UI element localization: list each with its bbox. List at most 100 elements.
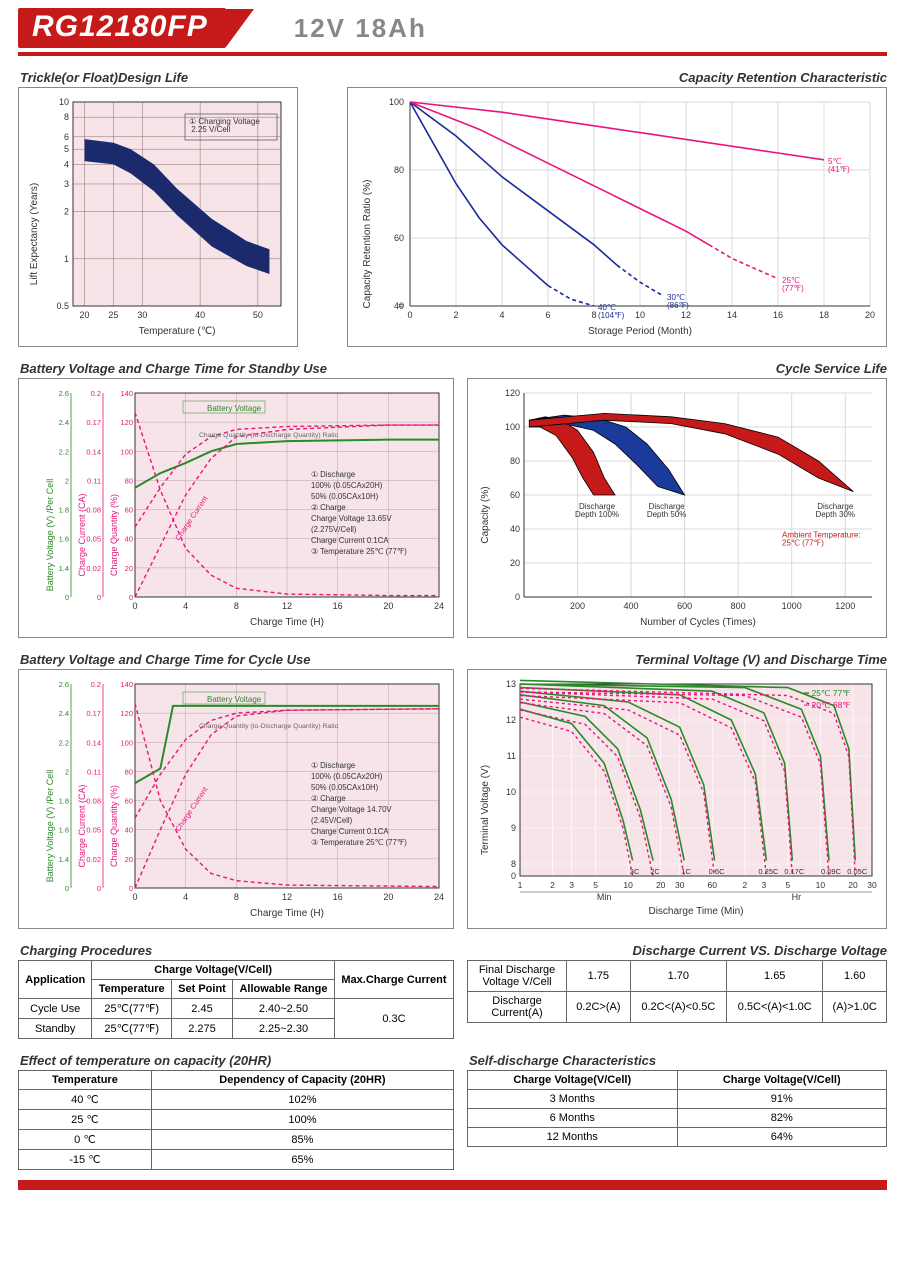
- svg-text:11: 11: [507, 751, 516, 761]
- self-table: Charge Voltage(V/Cell)Charge Voltage(V/C…: [467, 1070, 887, 1147]
- svg-text:100: 100: [505, 422, 520, 432]
- svg-text:600: 600: [677, 601, 692, 611]
- trickle-panel: 20253040500.5123456810① Charging Voltage…: [18, 87, 298, 347]
- header: RG12180FP 12V 18Ah: [18, 8, 887, 48]
- svg-text:60: 60: [125, 506, 133, 515]
- svg-text:0: 0: [97, 884, 101, 893]
- svg-text:0.02: 0.02: [86, 564, 101, 573]
- svg-text:1.4: 1.4: [59, 855, 69, 864]
- svg-text:24: 24: [434, 892, 444, 902]
- cycle-panel: 020406080100120140Charge Quantity (%)00.…: [18, 669, 454, 929]
- svg-text:② Charge: ② Charge: [311, 794, 346, 803]
- svg-text:Charge Quantity (to-Discharge: Charge Quantity (to-Discharge Quantity) …: [199, 432, 339, 439]
- dcdv-table: Final Discharge Voltage V/Cell1.751.701.…: [467, 960, 887, 1023]
- retention-title: Capacity Retention Characteristic: [349, 70, 887, 85]
- svg-text:Storage Period (Month): Storage Period (Month): [588, 326, 692, 337]
- svg-text:14: 14: [727, 310, 737, 320]
- svg-text:4: 4: [183, 892, 188, 902]
- svg-text:Charge Time (H): Charge Time (H): [250, 908, 324, 919]
- svg-text:8: 8: [234, 601, 239, 611]
- svg-text:0.05: 0.05: [86, 826, 101, 835]
- svg-text:20: 20: [848, 880, 858, 890]
- svg-text:Discharge Time (Min): Discharge Time (Min): [648, 906, 743, 917]
- svg-text:50: 50: [253, 310, 263, 320]
- svg-text:1000: 1000: [782, 601, 802, 611]
- svg-text:1.6: 1.6: [59, 826, 69, 835]
- svg-text:① Discharge: ① Discharge: [311, 761, 355, 770]
- svg-text:9: 9: [511, 823, 516, 833]
- svg-text:10: 10: [816, 880, 826, 890]
- svg-text:120: 120: [120, 709, 133, 718]
- svg-text:4: 4: [64, 159, 69, 169]
- temp-table: TemperatureDependency of Capacity (20HR)…: [18, 1070, 454, 1170]
- svg-text:13: 13: [506, 679, 516, 689]
- svg-text:120: 120: [505, 388, 520, 398]
- svg-text:2.4: 2.4: [59, 418, 69, 427]
- svg-text:Capacity (%): Capacity (%): [480, 486, 491, 543]
- svg-text:2: 2: [550, 880, 555, 890]
- svg-text:Battery Voltage (V) /Per Cell: Battery Voltage (V) /Per Cell: [45, 479, 55, 592]
- svg-text:Charge Current 0.1CA: Charge Current 0.1CA: [311, 827, 389, 836]
- svg-text:100: 100: [389, 97, 404, 107]
- svg-text:0.11: 0.11: [87, 767, 101, 776]
- svg-text:3: 3: [64, 179, 69, 189]
- svg-text:1.8: 1.8: [59, 506, 69, 515]
- temp-title: Effect of temperature on capacity (20HR): [20, 1053, 454, 1068]
- svg-text:8: 8: [511, 859, 516, 869]
- svg-text:50% (0.05CAx10H): 50% (0.05CAx10H): [311, 783, 379, 792]
- svg-text:0: 0: [132, 601, 137, 611]
- svg-text:40: 40: [125, 535, 133, 544]
- svg-text:1.4: 1.4: [59, 564, 69, 573]
- footer-bar: [18, 1180, 887, 1190]
- svg-text:Hr: Hr: [792, 892, 802, 902]
- svg-text:DischargeDepth 100%: DischargeDepth 100%: [575, 502, 619, 519]
- trickle-title: Trickle(or Float)Design Life: [20, 70, 318, 85]
- svg-text:Battery Voltage: Battery Voltage: [207, 695, 262, 704]
- svg-text:0: 0: [65, 593, 69, 602]
- spec-text: 12V 18Ah: [294, 13, 427, 44]
- svg-text:4: 4: [183, 601, 188, 611]
- svg-text:10: 10: [623, 880, 633, 890]
- svg-text:≈: ≈: [399, 301, 405, 312]
- svg-text:0.17: 0.17: [86, 418, 101, 427]
- svg-text:80: 80: [394, 165, 404, 175]
- svg-text:1.8: 1.8: [59, 797, 69, 806]
- svg-text:3: 3: [762, 880, 767, 890]
- svg-text:100: 100: [120, 447, 133, 456]
- header-rule: [18, 52, 887, 56]
- dcdv-title: Discharge Current VS. Discharge Voltage: [469, 943, 887, 958]
- standby-panel: 020406080100120140Charge Quantity (%)00.…: [18, 378, 454, 638]
- svg-text:0.6C: 0.6C: [709, 867, 725, 876]
- svg-text:1: 1: [518, 880, 523, 890]
- svg-text:16: 16: [773, 310, 783, 320]
- model-badge: RG12180FP: [18, 8, 226, 48]
- svg-text:100% (0.05CAx20H): 100% (0.05CAx20H): [311, 481, 383, 490]
- svg-text:50% (0.05CAx10H): 50% (0.05CAx10H): [311, 492, 379, 501]
- svg-text:2: 2: [742, 880, 747, 890]
- svg-text:6: 6: [545, 310, 550, 320]
- svg-text:100: 100: [120, 738, 133, 747]
- svg-text:Charge Quantity (%): Charge Quantity (%): [109, 785, 119, 867]
- svg-text:Temperature (℃): Temperature (℃): [139, 326, 216, 337]
- svg-text:12: 12: [681, 310, 691, 320]
- svg-text:Capacity Retention Ratio (%): Capacity Retention Ratio (%): [362, 180, 373, 309]
- svg-text:Number of Cycles (Times): Number of Cycles (Times): [640, 617, 756, 628]
- svg-text:0.2: 0.2: [91, 680, 101, 689]
- svg-text:2: 2: [65, 476, 69, 485]
- svg-text:Min: Min: [597, 892, 612, 902]
- svg-text:60: 60: [510, 490, 520, 500]
- svg-text:0: 0: [511, 871, 516, 881]
- svg-text:0.05: 0.05: [86, 535, 101, 544]
- svg-text:┅ 20℃ 68℉: ┅ 20℃ 68℉: [804, 700, 851, 710]
- discharge-panel: 89101112130123510203060235102030MinHr3C2…: [467, 669, 887, 929]
- svg-text:60: 60: [125, 797, 133, 806]
- svg-text:2: 2: [65, 767, 69, 776]
- svg-text:Battery Voltage: Battery Voltage: [207, 404, 262, 413]
- svg-text:DischargeDepth 50%: DischargeDepth 50%: [647, 502, 687, 519]
- svg-text:8: 8: [591, 310, 596, 320]
- svg-text:20: 20: [125, 564, 133, 573]
- svg-text:0.17: 0.17: [86, 709, 101, 718]
- svg-text:1.6: 1.6: [59, 535, 69, 544]
- svg-text:400: 400: [624, 601, 639, 611]
- svg-text:1C: 1C: [681, 867, 691, 876]
